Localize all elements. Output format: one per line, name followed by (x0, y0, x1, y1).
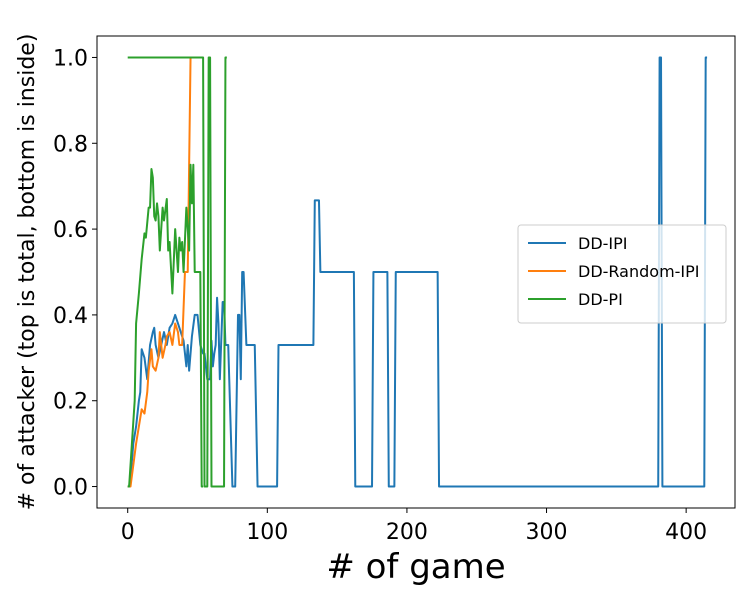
legend-label-1: DD-IPI (578, 234, 628, 253)
legend-label-2: DD-Random-IPI (578, 262, 700, 281)
series-line-1 (127, 56, 708, 488)
plot-area (127, 56, 708, 488)
y-tick-label: 0.6 (53, 218, 88, 243)
x-tick-label: 300 (526, 520, 568, 545)
x-tick-label: 0 (121, 520, 135, 545)
x-tick-label: 400 (665, 520, 707, 545)
series-line-3-lower (127, 163, 204, 488)
y-tick-label: 0.8 (53, 132, 88, 157)
series-line-3 (127, 56, 227, 488)
y-tick-label: 0.0 (53, 476, 88, 501)
x-tick-label: 200 (386, 520, 428, 545)
x-tick-label: 100 (246, 520, 288, 545)
y-tick-label: 0.2 (53, 390, 88, 415)
axes: 0 100 200 300 400 0.0 0.2 0.4 0.6 0.8 1.0 (53, 35, 736, 545)
y-tick-label: 0.4 (53, 304, 88, 329)
y-axis-title: # of attacker (top is total, bottom is i… (15, 34, 40, 511)
legend-label-3: DD-PI (578, 290, 623, 309)
legend: DD-IPI DD-Random-IPI DD-PI (517, 224, 727, 324)
series-line-2 (127, 56, 195, 488)
axes-frame (96, 35, 736, 509)
y-tick-label: 1.0 (53, 46, 88, 71)
x-axis-title: # of game (326, 547, 505, 587)
legend-box (517, 224, 727, 324)
